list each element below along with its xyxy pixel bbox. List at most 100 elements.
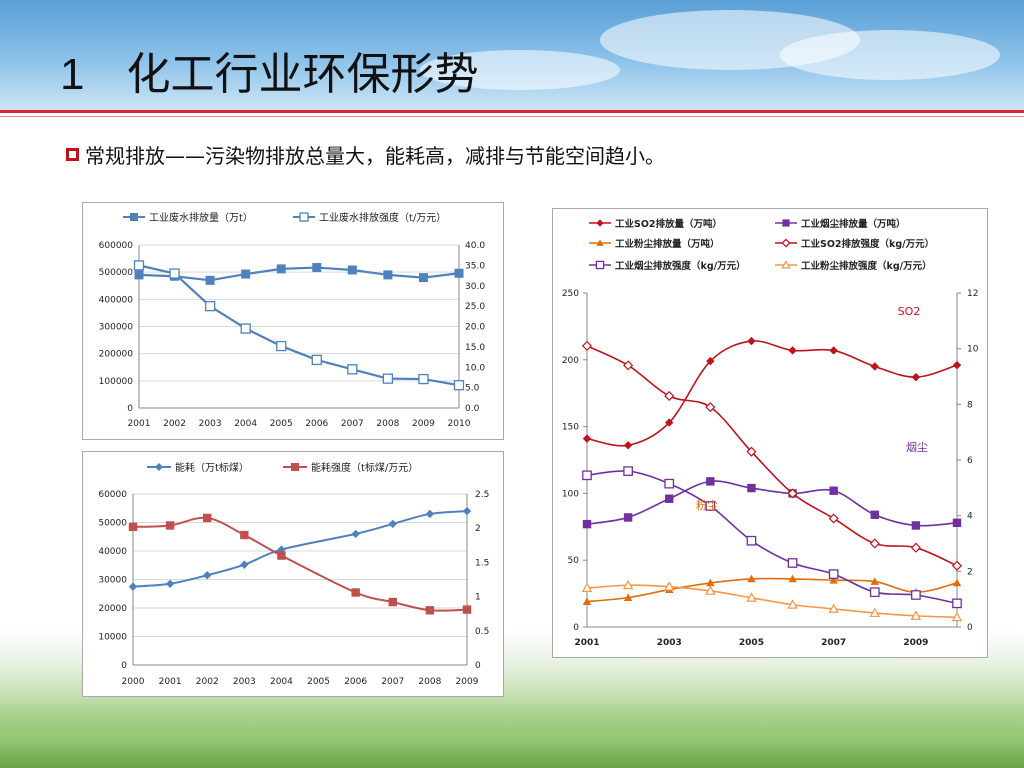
y-right-tick-label: 20.0: [465, 323, 485, 333]
data-point: [241, 269, 251, 279]
data-point: [952, 598, 962, 609]
data-point: [240, 530, 249, 540]
data-point: [746, 592, 757, 602]
title-divider-thin: [0, 116, 1024, 117]
x-tick-label: 2009: [412, 419, 435, 429]
data-point: [623, 466, 633, 476]
data-point: [952, 360, 962, 370]
series-line: [138, 264, 460, 387]
energy-chart-svg: 0 10000 20000 30000 40000 50000 60000 0 0.5 1 1.5 2…: [98, 461, 489, 687]
x-tick-label: 2009: [456, 677, 479, 687]
data-point: [664, 478, 675, 489]
data-point: [240, 323, 251, 334]
data-point: [747, 336, 756, 346]
bullet-text: 常规排放——污染物排放总量大，能耗高，减排与节能空间趋小。: [85, 144, 665, 168]
data-point: [347, 364, 358, 375]
data-point: [664, 581, 675, 591]
data-point: [623, 360, 634, 371]
data-point: [788, 574, 797, 583]
series-line: [586, 577, 958, 603]
data-point: [425, 606, 435, 615]
legend-marker: [291, 463, 299, 471]
y-left-tick-label: 30000: [98, 576, 127, 586]
legend-label: 工业粉尘排放量（万吨）: [615, 238, 720, 250]
data-point: [828, 513, 839, 524]
legend-marker: [155, 463, 163, 471]
legend-marker: [596, 219, 604, 227]
legend-label: 工业废水排放强度（t/万元）: [319, 211, 446, 224]
data-point: [623, 513, 633, 522]
x-tick-label: 2003: [199, 419, 222, 429]
data-point: [952, 578, 962, 587]
x-tick-label: 2005: [307, 677, 330, 687]
data-point: [382, 373, 394, 384]
y-right-tick-label: 40.0: [465, 241, 485, 251]
data-point: [870, 510, 879, 519]
series-line: [586, 345, 958, 567]
data-point: [418, 373, 429, 385]
data-point: [787, 558, 798, 568]
data-point: [204, 300, 216, 312]
y-right-tick-label: 2: [475, 524, 481, 534]
y-right-tick-label: 25.0: [465, 302, 485, 312]
data-point: [747, 483, 756, 493]
data-point: [133, 260, 145, 271]
data-point: [870, 577, 879, 585]
y-left-tick-label: 50000: [98, 519, 127, 529]
data-point: [911, 590, 921, 600]
legend-label: 能耗强度（t标煤/万元）: [311, 461, 418, 474]
x-tick-label: 2005: [739, 638, 764, 648]
y-right-tick-label: 0: [475, 661, 481, 671]
y-right-tick-label: 4: [967, 512, 973, 522]
x-tick-label: 2007: [381, 677, 404, 687]
data-point: [203, 571, 212, 580]
title-divider: [0, 110, 1024, 113]
y-left-tick-label: 150: [562, 423, 579, 433]
data-point: [951, 611, 963, 622]
data-point: [169, 268, 180, 279]
data-point: [205, 275, 215, 285]
data-point: [203, 513, 212, 523]
legend-label: 工业SO2排放强度（kg/万元）: [801, 238, 934, 250]
y-left-tick-label: 400000: [99, 295, 134, 305]
data-point: [788, 346, 797, 355]
y-right-tick-label: 15.0: [465, 343, 485, 353]
x-tick-label: 2007: [821, 638, 846, 648]
y-left-tick-label: 250: [562, 289, 579, 299]
x-tick-label: 2001: [159, 677, 182, 687]
data-point: [787, 599, 798, 609]
y-right-tick-label: 0: [967, 623, 973, 633]
legend-label: 工业粉尘排放强度（kg/万元）: [801, 260, 932, 272]
data-point: [870, 362, 879, 371]
legend-marker: [781, 238, 791, 248]
x-tick-label: 2009: [903, 638, 928, 648]
y-right-tick-label: 6: [967, 456, 973, 466]
x-tick-label: 2003: [657, 638, 682, 648]
air-pollutant-chart: 0 50 100 150 200 250 0 2 4 6 8 10 12 2001 2003 2005 2007…: [552, 208, 988, 658]
data-point: [582, 519, 592, 529]
y-right-tick-label: 5.0: [465, 384, 480, 394]
series-line: [586, 470, 958, 605]
data-point: [276, 264, 286, 274]
data-point: [582, 434, 592, 443]
data-point: [383, 270, 393, 280]
data-point: [747, 574, 756, 583]
grass-footer-decoration: [0, 698, 1024, 768]
slide-title-text: 化工行业环保形势: [126, 49, 479, 100]
data-point: [134, 270, 144, 280]
y-right-tick-label: 0.0: [465, 404, 480, 414]
data-point: [706, 477, 715, 486]
data-point: [388, 519, 397, 529]
x-tick-label: 2008: [418, 677, 441, 687]
legend-marker: [782, 219, 790, 227]
x-tick-label: 2004: [234, 419, 257, 429]
data-point: [623, 441, 633, 450]
y-right-tick-label: 35.0: [465, 261, 485, 271]
y-left-tick-label: 100: [562, 489, 579, 499]
data-point: [869, 607, 880, 618]
data-point: [746, 535, 757, 546]
y-right-tick-label: 2: [967, 567, 973, 577]
data-point: [453, 380, 465, 391]
data-point: [277, 551, 286, 560]
legend-marker: [595, 260, 605, 270]
